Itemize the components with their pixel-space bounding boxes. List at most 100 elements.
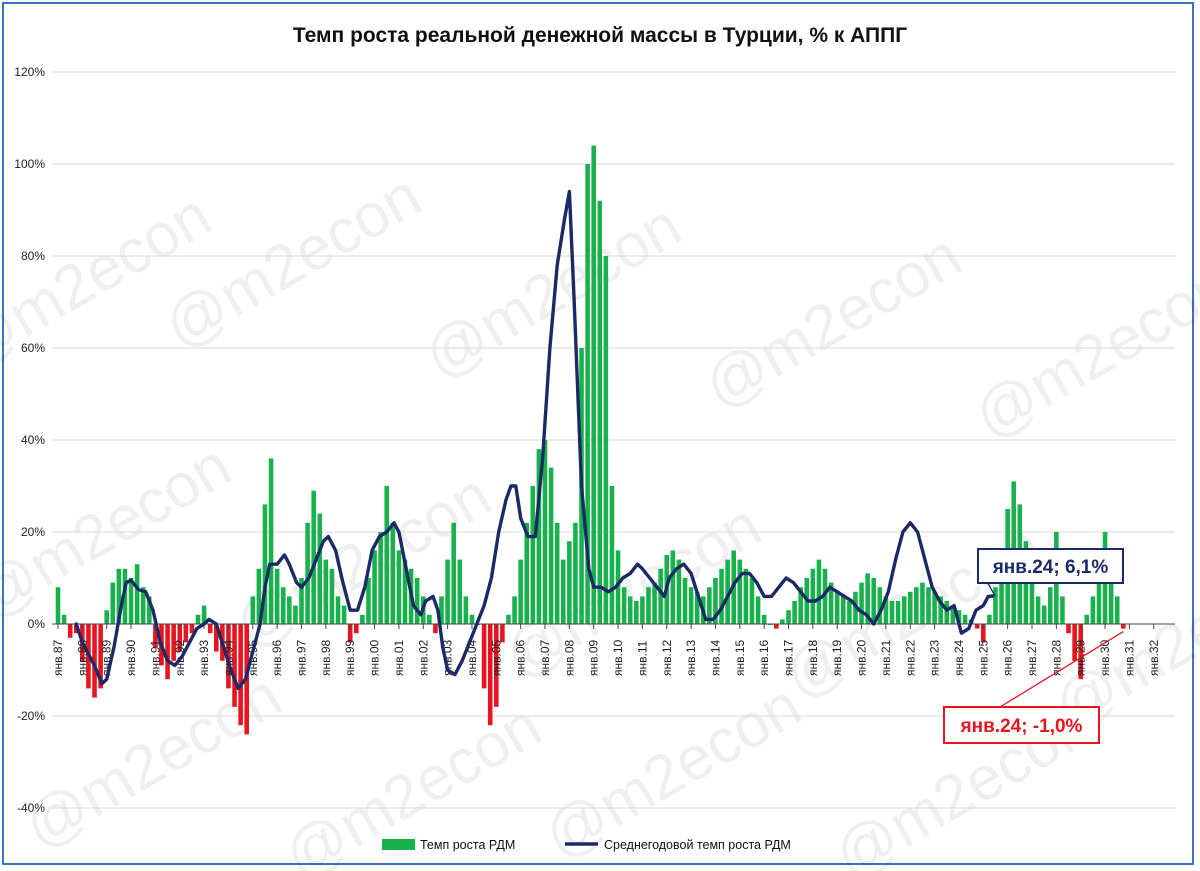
bar <box>287 596 292 624</box>
bar <box>658 568 663 624</box>
bar-annotation-box <box>943 706 1100 744</box>
bar <box>761 614 767 624</box>
x-tick-label: янв.21 <box>879 639 893 676</box>
legend-label-bar: Темп роста РДМ <box>420 838 515 852</box>
bar <box>92 624 97 698</box>
bar <box>810 568 816 624</box>
bar <box>755 596 761 624</box>
bar <box>299 578 304 624</box>
bar <box>195 614 201 624</box>
bar <box>634 601 639 624</box>
bar <box>469 614 475 624</box>
bar <box>153 624 158 647</box>
x-tick-label: янв.98 <box>319 639 333 676</box>
bar <box>822 568 828 624</box>
line-series <box>74 189 995 691</box>
x-tick-label: янв.87 <box>51 639 65 676</box>
bar <box>609 486 615 624</box>
legend: Темп роста РДМ Среднегодовой темп роста Р… <box>382 838 791 852</box>
bar <box>889 601 895 624</box>
bar <box>268 458 274 624</box>
x-tick-label: янв.91 <box>148 639 162 676</box>
y-tick-label: -20% <box>17 709 45 723</box>
bar <box>859 582 864 624</box>
x-tick-label: янв.23 <box>928 639 942 676</box>
watermark-text: @m2econ <box>413 191 693 393</box>
bar <box>147 596 152 624</box>
bar <box>171 624 176 661</box>
x-tick-label: янв.17 <box>782 639 796 676</box>
y-tick-label: 100% <box>14 157 45 171</box>
bar <box>816 559 822 624</box>
x-tick-label: янв.22 <box>903 639 917 676</box>
bar <box>1060 596 1065 624</box>
bar <box>974 624 980 629</box>
bar <box>597 200 603 625</box>
x-tick-label: янв.00 <box>368 639 382 676</box>
bar <box>207 624 213 634</box>
bar <box>457 559 463 624</box>
bar <box>786 610 791 624</box>
bar <box>682 578 688 624</box>
bar <box>987 614 992 624</box>
legend-swatch-bar <box>382 839 415 850</box>
x-tick-label: янв.25 <box>976 639 990 676</box>
bar <box>201 605 207 624</box>
bar <box>232 624 237 707</box>
x-tick-label: янв.99 <box>343 639 357 676</box>
x-tick-label: янв.20 <box>855 639 869 676</box>
bar <box>427 614 432 624</box>
x-tick-label: янв.97 <box>295 639 309 676</box>
y-tick-label: 120% <box>14 65 45 79</box>
bar <box>189 624 195 634</box>
x-tick-label: янв.15 <box>733 639 747 676</box>
bar <box>341 605 347 624</box>
bar <box>177 624 183 652</box>
bar <box>213 624 219 652</box>
y-tick-label: 80% <box>21 249 45 263</box>
x-tick-label: янв.18 <box>806 639 820 676</box>
bar <box>536 449 542 624</box>
bar <box>999 550 1004 624</box>
bar <box>798 587 803 624</box>
bar <box>670 550 676 624</box>
bar <box>646 587 651 624</box>
bar <box>707 587 712 624</box>
x-tick-label: янв.19 <box>830 639 844 676</box>
bar <box>920 582 925 624</box>
bar-annotation-leader <box>999 631 1124 708</box>
bar <box>347 624 353 643</box>
bar <box>1084 614 1090 624</box>
bar <box>524 522 530 624</box>
bar <box>962 614 968 624</box>
bar <box>360 614 365 624</box>
x-tick-label: янв.24 <box>952 639 966 676</box>
bar <box>463 596 469 624</box>
line-annotation-label: янв.24; 6,1% <box>992 557 1109 578</box>
bar <box>250 596 256 624</box>
bar <box>932 591 937 624</box>
bar <box>238 624 243 726</box>
line-annotation-box <box>977 548 1124 584</box>
bar <box>378 532 383 624</box>
bar <box>847 601 852 624</box>
bar <box>500 624 505 643</box>
x-tick-label: янв.01 <box>392 639 406 676</box>
watermark-text: @m2econ <box>963 251 1200 453</box>
bar <box>560 559 566 624</box>
bar <box>445 559 450 624</box>
bar <box>494 624 499 707</box>
bar <box>737 559 743 624</box>
bar <box>280 587 286 624</box>
bar <box>865 573 870 624</box>
bar <box>506 614 511 624</box>
x-tick-label: янв.11 <box>635 640 649 676</box>
bar-annotation-label: янв.24; -1,0% <box>960 716 1083 737</box>
bar <box>603 256 609 624</box>
bar <box>792 601 797 624</box>
bar <box>585 164 590 624</box>
y-tick-label: 0% <box>28 617 46 631</box>
legend-label-line: Среднегодовой темп роста РДМ <box>604 838 791 852</box>
bar <box>366 578 371 624</box>
